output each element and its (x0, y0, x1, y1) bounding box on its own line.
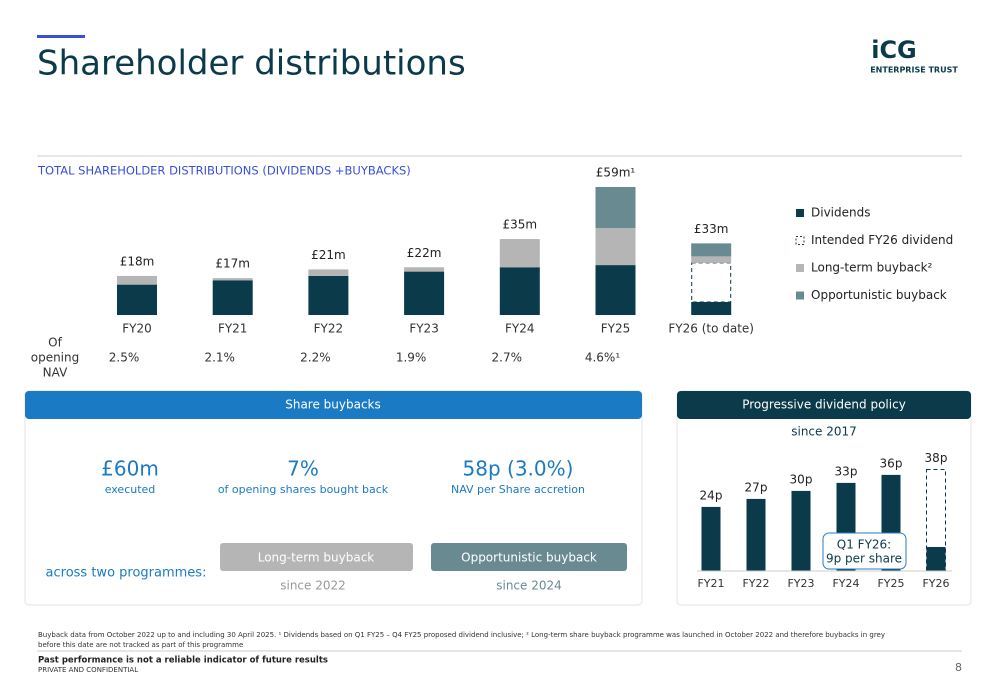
value-label: £35m (503, 218, 538, 232)
value-label: £59m¹ (596, 165, 636, 179)
value-label: £33m (694, 222, 729, 236)
legend-swatch (795, 236, 805, 245)
nav-value: 2.2% (300, 351, 331, 365)
stat-label: executed (105, 483, 156, 496)
x-tick-label: FY23 (409, 322, 439, 336)
legend-swatch (796, 291, 804, 300)
programme-pill (431, 543, 627, 571)
logo-sub: ENTERPRISE TRUST (870, 66, 958, 75)
bar (701, 506, 721, 571)
logo: iCG (871, 36, 917, 64)
x-tick-label: FY21 (218, 322, 248, 336)
bar-segment (595, 265, 636, 315)
panel-subtitle: since 2017 (791, 425, 857, 439)
legend-label: Dividends (811, 206, 870, 220)
programme-since: since 2022 (280, 579, 346, 593)
bar-segment (117, 275, 157, 285)
page-number: 8 (955, 661, 962, 674)
value-label: 24p (700, 488, 723, 502)
x-tick-label: FY21 (697, 577, 724, 590)
programme-pill (220, 543, 413, 571)
bar (746, 498, 766, 571)
stat-label: NAV per Share accretion (451, 483, 585, 496)
x-tick-label: FY24 (832, 577, 859, 590)
value-label: £18m (120, 254, 155, 268)
stat-value: £60m (101, 457, 159, 481)
nav-label: opening (31, 351, 80, 365)
chart-title: TOTAL SHAREHOLDER DISTRIBUTIONS (DIVIDEN… (37, 164, 411, 178)
bar-segment (308, 275, 349, 315)
footnote: before this date are not tracked as part… (38, 641, 243, 649)
bar-segment (595, 186, 636, 229)
nav-label: Of (48, 336, 62, 350)
bar-segment (691, 262, 732, 303)
value-label: 38p (925, 451, 948, 465)
annotation: Q1 FY26: (837, 538, 891, 552)
programmes-label: across two programmes: (46, 566, 207, 581)
x-tick-label: FY26 (922, 577, 949, 590)
programme-since: since 2024 (496, 579, 562, 593)
bar-segment (404, 271, 445, 315)
nav-label: NAV (43, 366, 68, 380)
bar-segment (308, 269, 349, 276)
value-label: £21m (311, 248, 346, 262)
bar-segment (117, 284, 157, 315)
legend-label: Long-term buyback² (811, 261, 933, 275)
bar-segment (212, 280, 253, 315)
programme-name: Long-term buyback (258, 551, 375, 565)
title-accent (37, 35, 85, 38)
nav-value: 2.1% (204, 351, 235, 365)
disclaimer: Past performance is not a reliable indic… (38, 656, 328, 666)
bar-segment (499, 239, 540, 268)
panel-title: Progressive dividend policy (742, 398, 906, 412)
panel-title: Share buybacks (285, 398, 381, 412)
bar (926, 546, 946, 571)
bar-segment (691, 301, 732, 315)
x-tick-label: FY23 (787, 577, 814, 590)
bar-segment (691, 256, 732, 263)
bar-segment (499, 267, 540, 315)
x-tick-label: FY22 (742, 577, 769, 590)
nav-value: 2.7% (492, 351, 523, 365)
bar-segment (212, 278, 253, 281)
panel-header (677, 391, 971, 419)
value-label: 30p (790, 472, 813, 486)
legend-label: Opportunistic buyback (811, 288, 947, 302)
stat-value: 7% (287, 457, 319, 481)
bar-segment (595, 228, 636, 266)
bar-segment (691, 243, 732, 257)
bar (791, 490, 811, 571)
value-label: £22m (407, 246, 442, 260)
x-tick-label: FY22 (314, 322, 344, 336)
footnote: Buyback data from October 2022 up to and… (38, 631, 885, 639)
slide-title: Shareholder distributions (37, 44, 466, 84)
nav-value: 2.5% (109, 351, 140, 365)
confidential: PRIVATE AND CONFIDENTIAL (38, 666, 138, 674)
x-tick-label: FY25 (601, 322, 631, 336)
annotation-box (822, 532, 907, 570)
value-label: 36p (880, 456, 903, 470)
panel-header (25, 391, 642, 419)
legend-label: Intended FY26 dividend (811, 233, 953, 247)
nav-value: 4.6%¹ (585, 351, 620, 365)
x-tick-label: FY24 (505, 322, 535, 336)
programme-name: Opportunistic buyback (461, 551, 597, 565)
x-tick-label: FY26 (to date) (668, 322, 754, 336)
x-tick-label: FY25 (877, 577, 904, 590)
value-label: £17m (215, 257, 250, 271)
legend-swatch (796, 264, 804, 272)
nav-value: 1.9% (396, 351, 427, 365)
bar-segment (404, 267, 445, 272)
x-tick-label: FY20 (122, 322, 152, 336)
value-label: 33p (835, 464, 858, 478)
value-label: 27p (745, 480, 768, 494)
legend-swatch (796, 209, 804, 217)
stat-label: of opening shares bought back (218, 483, 389, 496)
annotation: 9p per share (826, 552, 902, 566)
stat-value: 58p (3.0%) (463, 457, 574, 481)
